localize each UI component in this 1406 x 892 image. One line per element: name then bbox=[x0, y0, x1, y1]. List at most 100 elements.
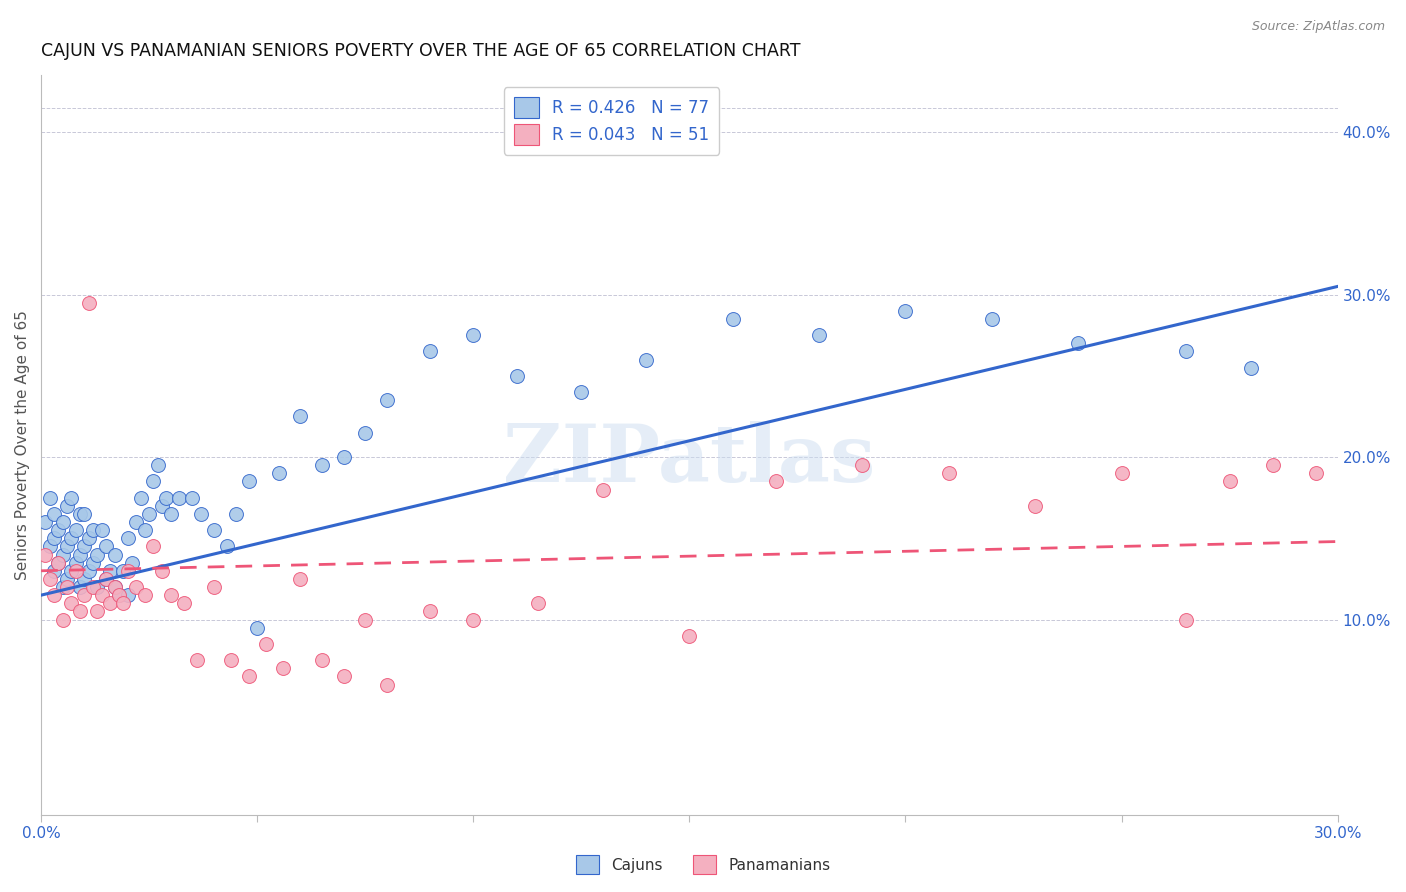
Point bbox=[42, 588, 65, 602]
Point bbox=[69, 580, 91, 594]
Point bbox=[134, 523, 156, 537]
Point bbox=[267, 467, 290, 481]
Point bbox=[375, 677, 398, 691]
Point bbox=[65, 523, 87, 537]
Point bbox=[38, 540, 60, 554]
Point bbox=[169, 491, 191, 505]
Point bbox=[65, 556, 87, 570]
Point bbox=[1305, 467, 1327, 481]
Point bbox=[181, 491, 204, 505]
Point bbox=[463, 328, 485, 343]
Point bbox=[69, 548, 91, 562]
Point bbox=[108, 588, 131, 602]
Point bbox=[112, 596, 135, 610]
Point bbox=[108, 588, 131, 602]
Point bbox=[1111, 467, 1133, 481]
Point bbox=[56, 540, 79, 554]
Point bbox=[332, 669, 354, 683]
Point bbox=[173, 596, 195, 610]
Point bbox=[82, 580, 104, 594]
Point bbox=[117, 588, 139, 602]
Point bbox=[48, 523, 70, 537]
Legend: Cajuns, Panamanians: Cajuns, Panamanians bbox=[569, 849, 837, 880]
Point bbox=[121, 556, 143, 570]
Point bbox=[90, 523, 112, 537]
Point bbox=[52, 580, 75, 594]
Point bbox=[375, 393, 398, 408]
Point bbox=[98, 564, 121, 578]
Point bbox=[678, 629, 700, 643]
Text: ZIPatlas: ZIPatlas bbox=[503, 421, 876, 499]
Point bbox=[77, 295, 100, 310]
Point bbox=[290, 409, 312, 424]
Point bbox=[246, 621, 269, 635]
Point bbox=[103, 580, 125, 594]
Point bbox=[42, 531, 65, 545]
Point bbox=[851, 458, 873, 472]
Text: CAJUN VS PANAMANIAN SENIORS POVERTY OVER THE AGE OF 65 CORRELATION CHART: CAJUN VS PANAMANIAN SENIORS POVERTY OVER… bbox=[41, 42, 800, 60]
Point bbox=[125, 580, 148, 594]
Point bbox=[60, 564, 83, 578]
Point bbox=[103, 548, 125, 562]
Point bbox=[155, 491, 177, 505]
Point bbox=[60, 596, 83, 610]
Point bbox=[69, 604, 91, 618]
Point bbox=[94, 572, 117, 586]
Point bbox=[138, 507, 160, 521]
Point bbox=[894, 303, 917, 318]
Point bbox=[1175, 613, 1198, 627]
Point bbox=[117, 564, 139, 578]
Point bbox=[225, 507, 247, 521]
Point bbox=[56, 572, 79, 586]
Point bbox=[1261, 458, 1284, 472]
Point bbox=[215, 540, 238, 554]
Point bbox=[98, 596, 121, 610]
Point bbox=[77, 564, 100, 578]
Point bbox=[73, 588, 96, 602]
Point bbox=[186, 653, 208, 667]
Point bbox=[271, 661, 294, 675]
Point bbox=[290, 572, 312, 586]
Point bbox=[159, 507, 181, 521]
Point bbox=[311, 458, 333, 472]
Point bbox=[42, 507, 65, 521]
Point bbox=[69, 507, 91, 521]
Point bbox=[117, 531, 139, 545]
Point bbox=[48, 556, 70, 570]
Point bbox=[463, 613, 485, 627]
Point bbox=[238, 475, 260, 489]
Point bbox=[34, 515, 56, 529]
Point bbox=[52, 548, 75, 562]
Point bbox=[77, 531, 100, 545]
Point bbox=[73, 572, 96, 586]
Point bbox=[38, 491, 60, 505]
Point bbox=[65, 564, 87, 578]
Point bbox=[103, 580, 125, 594]
Point bbox=[86, 548, 108, 562]
Point bbox=[134, 588, 156, 602]
Point bbox=[202, 523, 225, 537]
Point bbox=[254, 637, 277, 651]
Point bbox=[938, 467, 960, 481]
Point bbox=[419, 344, 441, 359]
Point bbox=[112, 564, 135, 578]
Point bbox=[354, 425, 377, 440]
Point bbox=[94, 540, 117, 554]
Point bbox=[48, 556, 70, 570]
Point bbox=[980, 312, 1002, 326]
Point bbox=[1024, 499, 1046, 513]
Point bbox=[142, 475, 165, 489]
Point bbox=[219, 653, 242, 667]
Point bbox=[73, 507, 96, 521]
Point bbox=[636, 352, 658, 367]
Point bbox=[332, 450, 354, 464]
Point bbox=[73, 540, 96, 554]
Point bbox=[125, 515, 148, 529]
Point bbox=[721, 312, 744, 326]
Point bbox=[190, 507, 212, 521]
Text: Source: ZipAtlas.com: Source: ZipAtlas.com bbox=[1251, 20, 1385, 33]
Point bbox=[90, 588, 112, 602]
Point bbox=[38, 572, 60, 586]
Legend: R = 0.426   N = 77, R = 0.043   N = 51: R = 0.426 N = 77, R = 0.043 N = 51 bbox=[503, 87, 720, 154]
Point bbox=[60, 491, 83, 505]
